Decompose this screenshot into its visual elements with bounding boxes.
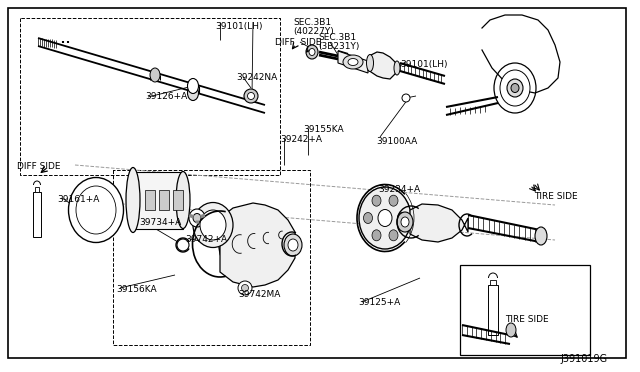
Ellipse shape — [359, 187, 411, 249]
Ellipse shape — [364, 212, 372, 224]
Bar — [460, 265, 590, 355]
Ellipse shape — [397, 212, 406, 224]
Ellipse shape — [402, 94, 410, 102]
Ellipse shape — [397, 212, 413, 232]
Ellipse shape — [535, 227, 547, 245]
Polygon shape — [368, 52, 398, 79]
Ellipse shape — [494, 63, 536, 113]
Polygon shape — [145, 190, 155, 210]
Ellipse shape — [177, 239, 189, 251]
Ellipse shape — [68, 177, 124, 243]
Polygon shape — [488, 285, 498, 335]
Ellipse shape — [394, 61, 400, 75]
Ellipse shape — [244, 89, 258, 103]
Text: 39242+A: 39242+A — [280, 135, 322, 144]
Polygon shape — [35, 187, 39, 192]
Text: 39100AA: 39100AA — [376, 137, 417, 146]
Text: DIFF SIDE: DIFF SIDE — [17, 162, 61, 171]
Polygon shape — [220, 203, 295, 287]
Ellipse shape — [309, 48, 315, 55]
Ellipse shape — [506, 323, 516, 337]
Ellipse shape — [193, 214, 201, 222]
Text: 39125+A: 39125+A — [358, 298, 400, 307]
Text: 39742MA: 39742MA — [238, 290, 280, 299]
Ellipse shape — [150, 68, 160, 82]
Text: DIFF  SIDE: DIFF SIDE — [275, 38, 321, 47]
Text: TIRE SIDE: TIRE SIDE — [505, 315, 548, 324]
Ellipse shape — [188, 78, 198, 93]
Ellipse shape — [284, 234, 302, 256]
Text: SEC.3B1: SEC.3B1 — [318, 33, 356, 42]
Ellipse shape — [378, 209, 392, 227]
Ellipse shape — [401, 217, 409, 227]
Ellipse shape — [248, 93, 255, 99]
Text: 39242NA: 39242NA — [236, 73, 277, 82]
Text: 39101(LH): 39101(LH) — [215, 22, 262, 31]
Polygon shape — [33, 192, 41, 237]
Ellipse shape — [343, 55, 363, 69]
Text: 39155KA: 39155KA — [303, 125, 344, 134]
Ellipse shape — [507, 79, 523, 97]
Ellipse shape — [189, 209, 205, 227]
Ellipse shape — [288, 239, 298, 251]
Text: 39126+A: 39126+A — [145, 92, 188, 101]
Ellipse shape — [306, 45, 318, 59]
Ellipse shape — [193, 202, 233, 247]
Text: 39161+A: 39161+A — [57, 195, 99, 204]
Text: (40227Y): (40227Y) — [293, 27, 333, 36]
Text: 39156KA: 39156KA — [116, 285, 157, 294]
Ellipse shape — [389, 195, 398, 206]
Ellipse shape — [372, 230, 381, 241]
Ellipse shape — [238, 281, 252, 295]
Text: 39101(LH): 39101(LH) — [400, 60, 447, 69]
Polygon shape — [159, 190, 169, 210]
Text: SEC.3B1: SEC.3B1 — [293, 18, 331, 27]
Ellipse shape — [367, 55, 374, 71]
Ellipse shape — [176, 171, 190, 228]
Text: TIRE SIDE: TIRE SIDE — [534, 192, 578, 201]
Ellipse shape — [241, 285, 248, 292]
Text: 39234+A: 39234+A — [378, 185, 420, 194]
Ellipse shape — [188, 86, 198, 100]
Text: J391019G: J391019G — [560, 354, 607, 364]
Ellipse shape — [76, 186, 116, 234]
Ellipse shape — [372, 195, 381, 206]
Ellipse shape — [348, 58, 358, 65]
Ellipse shape — [200, 210, 226, 240]
Ellipse shape — [389, 230, 398, 241]
Ellipse shape — [500, 70, 530, 106]
Polygon shape — [410, 204, 468, 242]
Text: 39734+A: 39734+A — [139, 218, 181, 227]
Polygon shape — [490, 280, 496, 285]
Text: 39742+A: 39742+A — [185, 235, 227, 244]
Polygon shape — [338, 51, 368, 73]
Text: (3B231Y): (3B231Y) — [318, 42, 360, 51]
Ellipse shape — [219, 214, 271, 276]
Bar — [133, 172, 183, 229]
Ellipse shape — [511, 83, 519, 93]
Ellipse shape — [126, 167, 140, 232]
Polygon shape — [173, 190, 183, 210]
